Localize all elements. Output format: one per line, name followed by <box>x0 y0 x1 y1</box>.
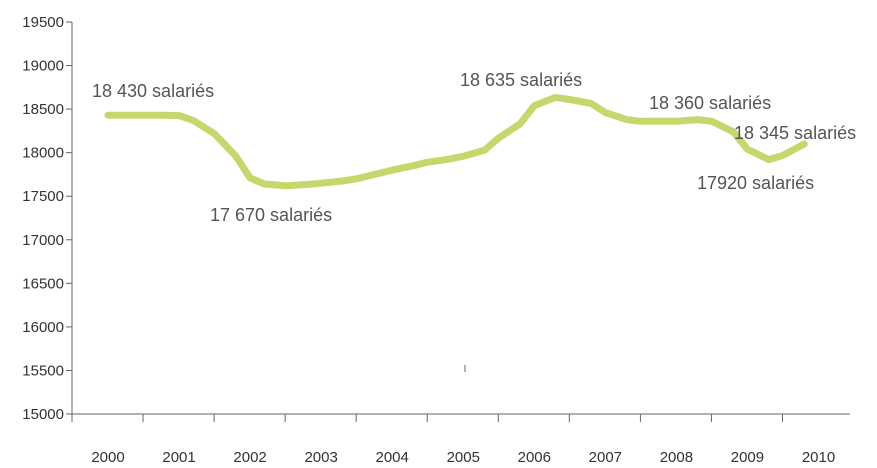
annotation-2009-low: 17920 salariés <box>697 173 814 193</box>
x-axis-ticks: 2000 2001 2002 2003 2004 2005 2006 2007 2008 2009… <box>71 414 835 466</box>
annotation-2010: 18 345 salariés <box>734 123 856 143</box>
x-tick-label: 2006 <box>518 449 551 466</box>
y-tick-label: 15500 <box>22 362 64 379</box>
y-tick-label: 18000 <box>22 145 64 162</box>
y-tick-label: 19500 <box>22 14 64 31</box>
x-tick-label: 2001 <box>162 449 195 466</box>
x-tick-label: 2008 <box>660 449 693 466</box>
y-axis-ticks: 15000 15500 16000 16500 17000 17500 18000 18500… <box>22 14 72 423</box>
series-group <box>104 93 808 190</box>
x-tick-label: 2000 <box>91 449 124 466</box>
y-tick-label: 16500 <box>22 275 64 292</box>
y-tick-label: 15000 <box>22 406 64 423</box>
x-tick-label: 2003 <box>304 449 337 466</box>
x-tick-label: 2002 <box>233 449 266 466</box>
y-tick-label: 17000 <box>22 232 64 249</box>
annotation-2002: 17 670 salariés <box>210 205 332 225</box>
x-tick-label: 2004 <box>376 449 409 466</box>
x-tick-label: 2005 <box>447 449 480 466</box>
annotation-2000: 18 430 salariés <box>92 81 214 101</box>
y-tick-label: 18500 <box>22 101 64 118</box>
y-tick-label: 19000 <box>22 58 64 75</box>
x-tick-label: 2010 <box>802 449 835 466</box>
series-line <box>104 93 808 190</box>
x-tick-label: 2009 <box>731 449 764 466</box>
y-tick-label: 17500 <box>22 188 64 205</box>
axes <box>71 22 850 415</box>
annotation-2008: 18 360 salariés <box>649 93 771 113</box>
y-tick-label: 16000 <box>22 319 64 336</box>
annotation-2006: 18 635 salariés <box>460 70 582 90</box>
x-tick-label: 2007 <box>589 449 622 466</box>
